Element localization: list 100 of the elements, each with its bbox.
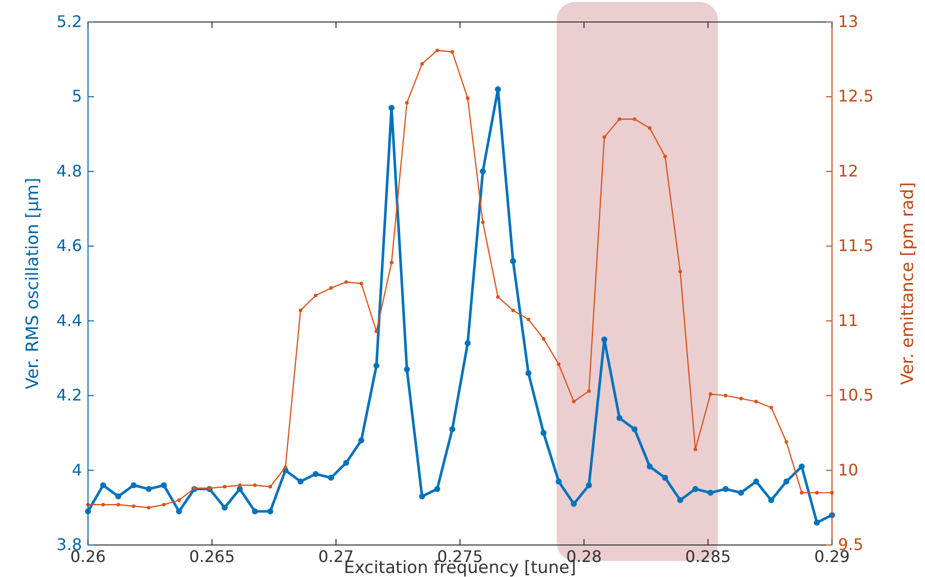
point <box>358 437 364 444</box>
y2-tick-label: 10.5 <box>838 386 874 405</box>
point <box>176 508 182 514</box>
point <box>692 486 698 492</box>
point <box>601 336 608 343</box>
point <box>359 282 364 286</box>
point <box>496 295 500 299</box>
point <box>511 308 515 312</box>
point <box>435 48 439 52</box>
point <box>602 135 606 139</box>
point <box>115 493 122 500</box>
point <box>739 396 743 400</box>
point <box>769 406 774 410</box>
point <box>298 308 302 312</box>
point <box>526 318 530 322</box>
point <box>570 500 577 507</box>
point <box>268 484 272 489</box>
point <box>419 493 426 500</box>
point <box>587 389 591 393</box>
y2-axis-title: Ver. emittance [pm rad] <box>898 182 918 385</box>
point <box>814 520 820 526</box>
point <box>450 50 454 54</box>
point <box>388 104 395 111</box>
point <box>768 497 774 504</box>
point <box>707 490 714 496</box>
point <box>404 366 410 372</box>
point <box>525 370 532 376</box>
point <box>677 497 684 504</box>
point <box>540 430 547 436</box>
point <box>542 336 546 341</box>
point <box>616 414 622 421</box>
point <box>738 490 744 496</box>
point <box>344 280 348 284</box>
point <box>267 508 274 514</box>
point <box>312 471 319 478</box>
point <box>815 490 819 494</box>
point <box>116 502 120 506</box>
y2-tick-label: 11 <box>838 310 858 330</box>
point <box>648 126 652 130</box>
point <box>101 502 105 506</box>
point <box>284 465 288 470</box>
point <box>678 270 682 274</box>
y-tick-label: 4.6 <box>56 236 82 256</box>
point <box>162 502 166 506</box>
point <box>800 490 804 494</box>
point <box>420 62 424 66</box>
point <box>708 392 712 396</box>
point <box>253 483 257 488</box>
point <box>390 260 394 264</box>
x-tick-label: 0.265 <box>189 547 235 566</box>
point <box>632 426 638 432</box>
point <box>556 362 561 366</box>
y-tick-label: 5 <box>72 86 82 106</box>
point <box>784 440 788 444</box>
point <box>449 426 456 432</box>
point <box>618 117 622 121</box>
point <box>222 504 228 511</box>
point <box>586 482 592 488</box>
point <box>146 506 151 510</box>
point <box>100 482 106 488</box>
point <box>754 400 758 404</box>
y2-tick-label: 11.5 <box>838 236 874 256</box>
point <box>556 478 562 484</box>
point <box>160 482 167 488</box>
point <box>662 474 668 481</box>
y-tick-label: 5.2 <box>56 12 82 31</box>
point <box>374 330 378 334</box>
y-tick-label: 4.8 <box>56 161 82 180</box>
y2-tick-label: 13 <box>838 12 858 31</box>
point <box>632 117 636 121</box>
point <box>343 460 350 466</box>
y-tick-label: 4 <box>72 460 82 480</box>
y2-tick-label: 10 <box>838 460 858 480</box>
point <box>177 498 181 502</box>
point <box>314 294 318 298</box>
point <box>146 486 152 492</box>
y2-tick-label: 12 <box>838 161 858 180</box>
point <box>329 286 333 290</box>
point <box>132 504 136 508</box>
point <box>464 340 471 346</box>
x-tick-label: 0.285 <box>685 547 731 566</box>
point <box>480 168 486 174</box>
point <box>510 258 516 264</box>
point <box>724 394 728 398</box>
y-tick-label: 4.4 <box>56 310 82 330</box>
point <box>222 484 226 489</box>
point <box>572 400 576 404</box>
point <box>252 508 258 514</box>
point <box>298 478 304 484</box>
point <box>722 486 729 492</box>
point <box>663 154 667 158</box>
point <box>494 86 501 92</box>
point <box>328 474 334 481</box>
point <box>238 483 242 488</box>
y-axis-title: Ver. RMS oscillation [μm] <box>23 178 43 390</box>
point <box>481 220 485 224</box>
point <box>783 478 790 484</box>
y-tick-label: 4.2 <box>56 386 82 405</box>
point <box>130 482 137 488</box>
point <box>405 100 409 104</box>
